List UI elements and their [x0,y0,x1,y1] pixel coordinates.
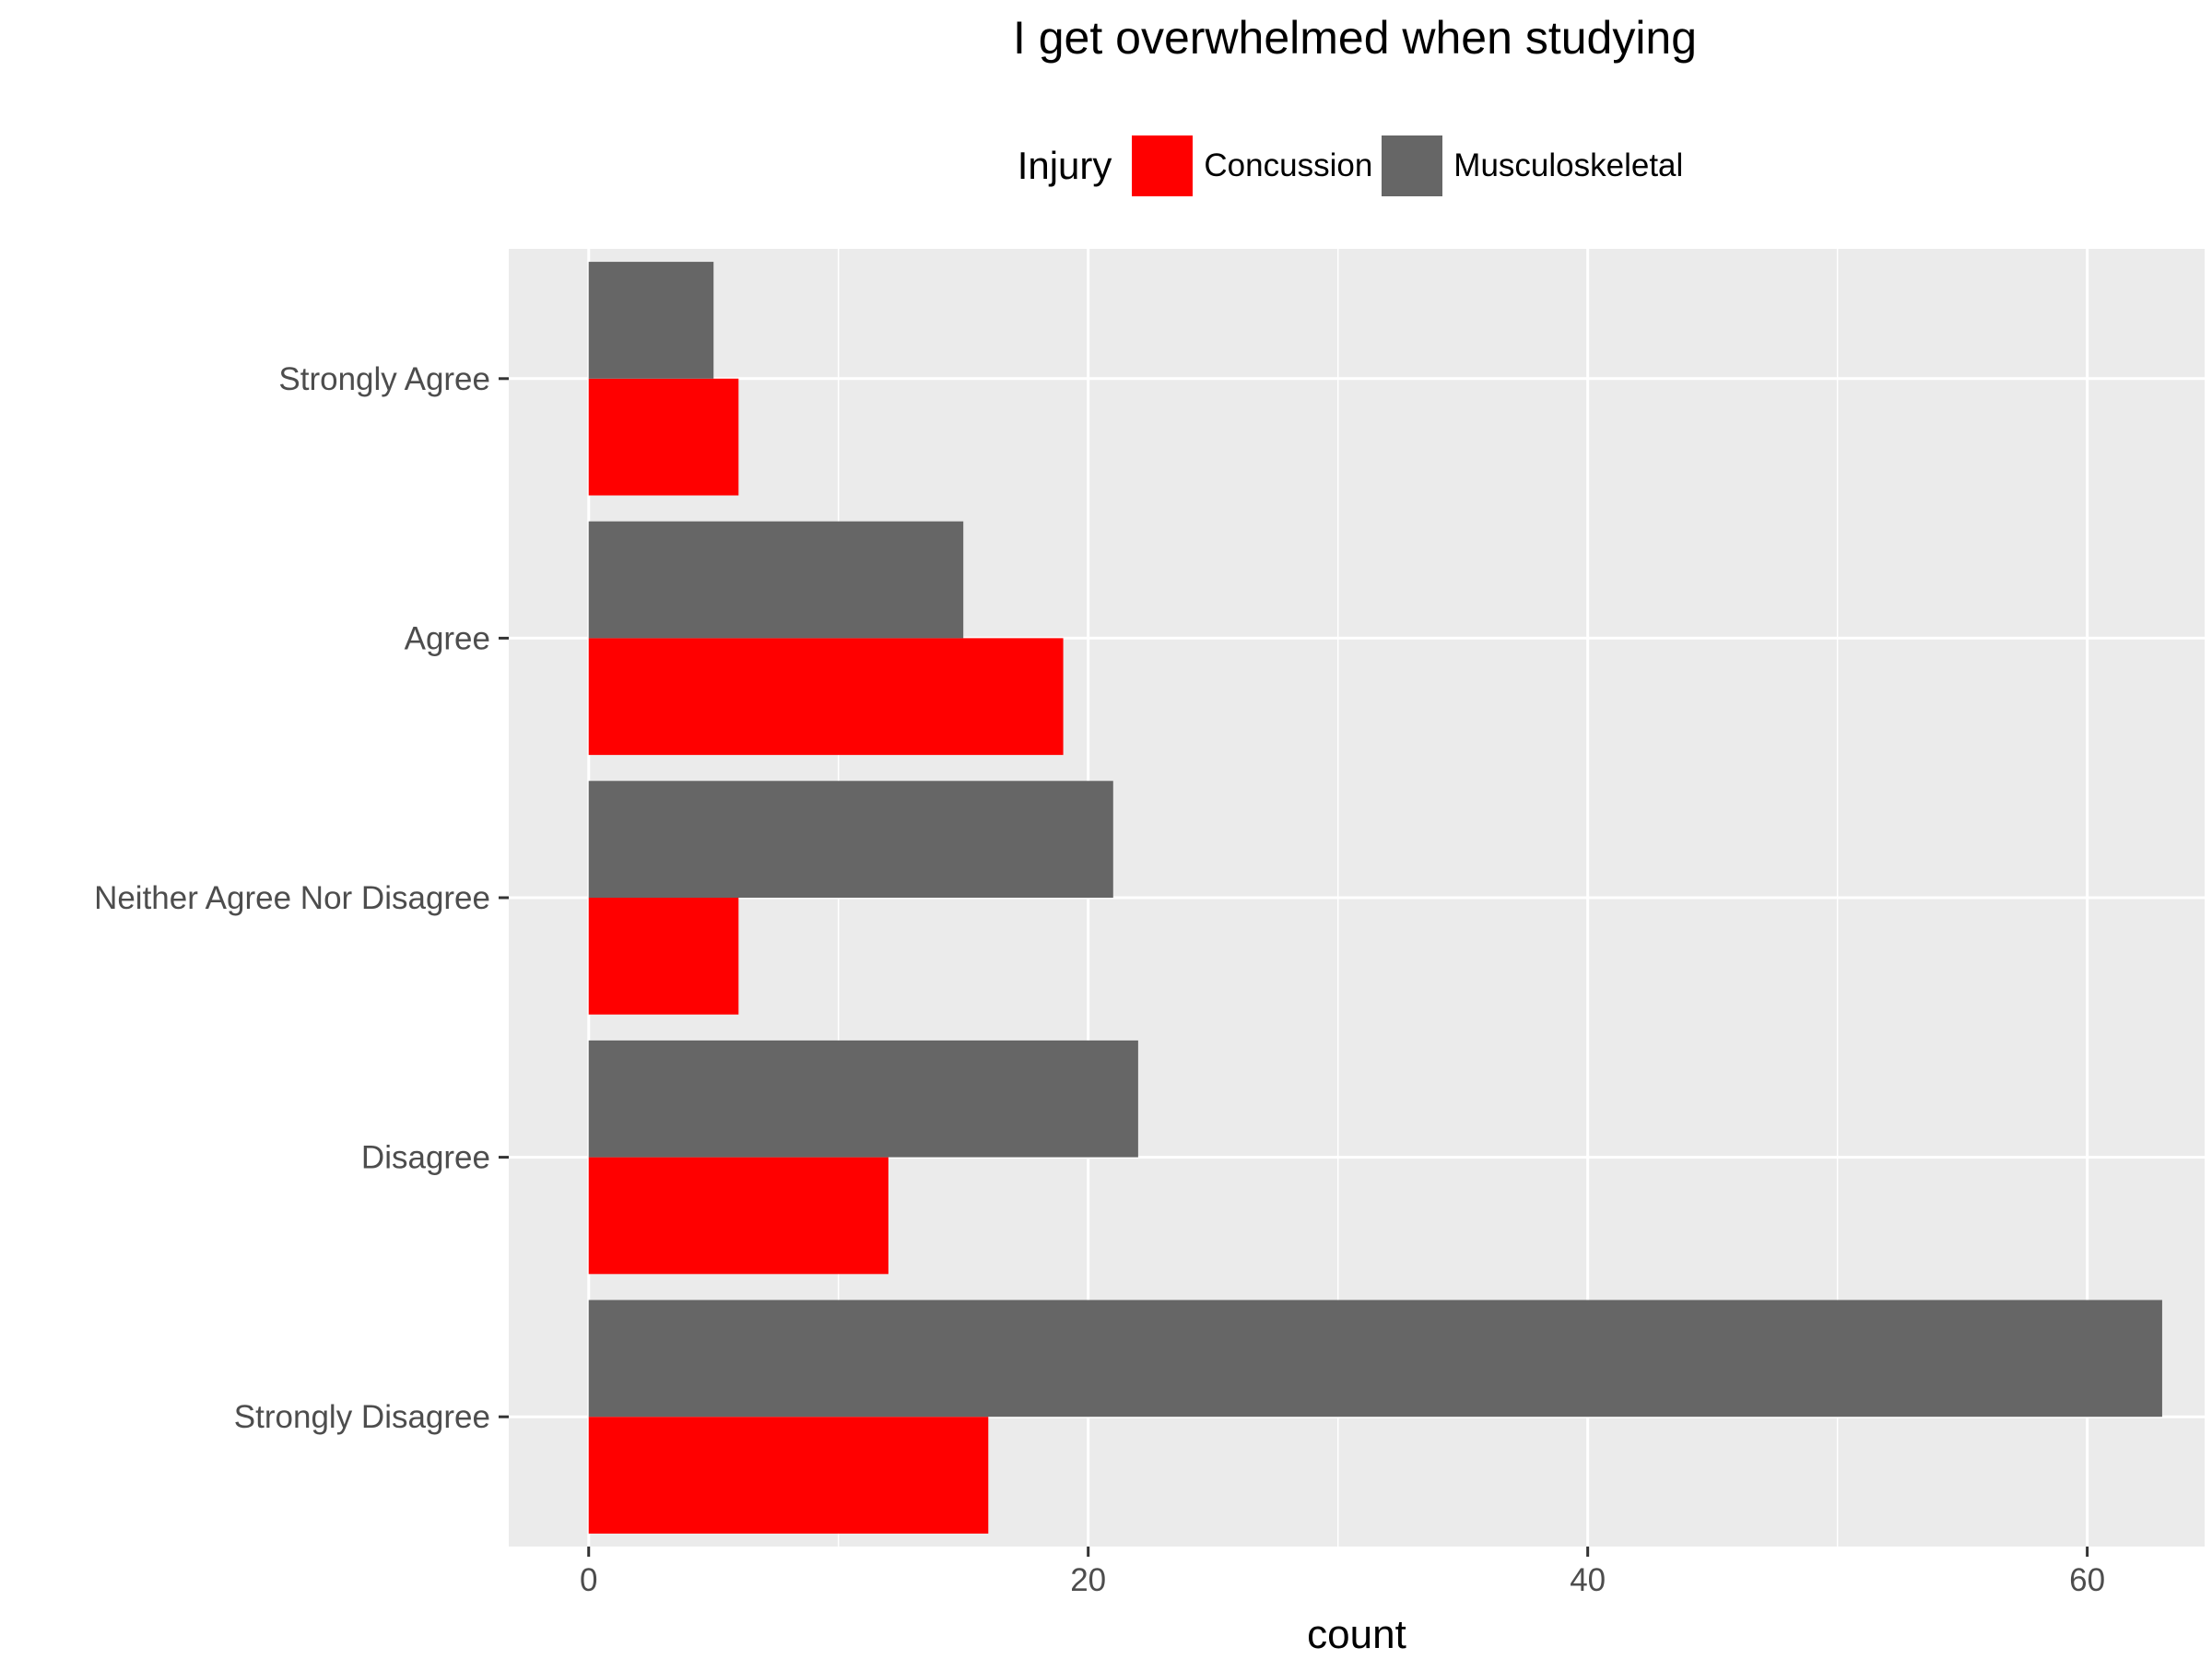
bar-musculoskeletal-strongly-agree [588,262,714,379]
x-tick-label: 60 [2069,1562,2105,1598]
x-tick-label: 40 [1570,1562,1606,1598]
x-axis-title: count [1307,1612,1406,1657]
y-tick-label: Neither Agree Nor Disagree [94,880,490,916]
legend-item-concussion: Concussion [1132,135,1372,196]
bar-concussion-strongly-disagree [588,1417,989,1534]
legend-swatch-concussion [1132,135,1194,196]
x-tick-label: 0 [580,1562,597,1598]
bar-musculoskeletal-strongly-disagree [588,1300,2162,1418]
legend-label-musculoskeletal: Musculoskeletal [1453,147,1684,183]
bar-concussion-disagree [588,1157,888,1275]
bar-concussion-strongly-agree [588,378,739,496]
legend-item-musculoskeletal: Musculoskeletal [1382,135,1683,196]
legend: Injury Concussion Musculoskeletal [0,131,2212,201]
bar-musculoskeletal-agree [588,521,964,639]
legend-title: Injury [1017,144,1112,187]
bar-concussion-agree [588,638,1064,756]
legend-label-concussion: Concussion [1204,147,1373,183]
legend-swatch-musculoskeletal [1382,135,1443,196]
y-tick-label: Strongly Agree [278,361,490,397]
x-tick-label: 20 [1070,1562,1106,1598]
y-tick-label: Agree [405,620,490,656]
y-tick-label: Disagree [361,1140,490,1176]
bar-musculoskeletal-neither-agree-nor-disagree [588,781,1113,898]
chart-title: I get overwhelmed when studying [1012,12,1698,64]
bar-concussion-neither-agree-nor-disagree [588,898,739,1015]
bar-musculoskeletal-disagree [588,1040,1138,1158]
y-tick-label: Strongly Disagree [234,1399,490,1435]
